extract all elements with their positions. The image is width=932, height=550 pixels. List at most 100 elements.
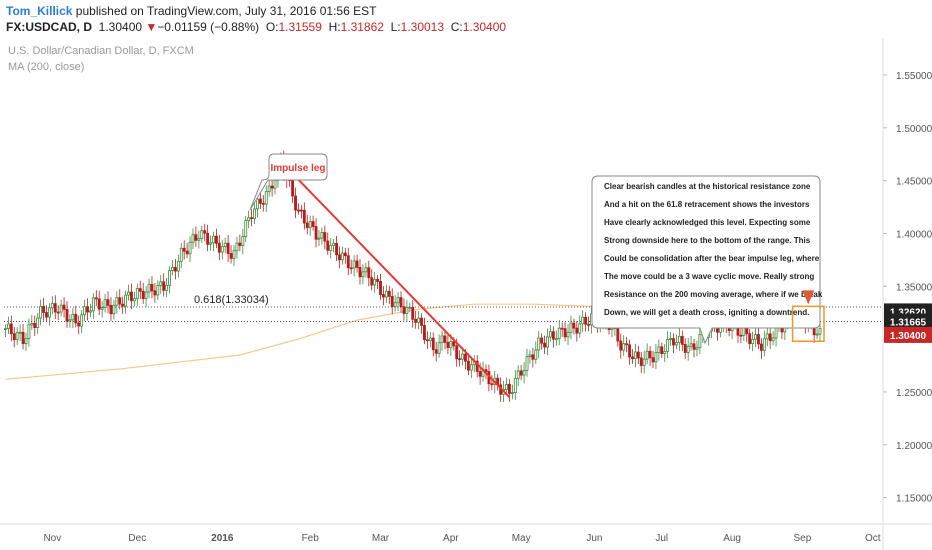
candle-body xyxy=(754,334,757,340)
candle-body xyxy=(358,266,362,278)
candle-body xyxy=(759,343,763,351)
candle-body xyxy=(112,304,116,315)
candle-body xyxy=(513,377,517,393)
candle-body xyxy=(464,353,467,362)
candle-body xyxy=(631,356,634,360)
candle-body xyxy=(663,351,667,354)
candle-body xyxy=(94,297,98,300)
candle-body xyxy=(47,307,51,318)
candle-body xyxy=(408,306,412,309)
last-price: 1.30400 xyxy=(98,20,143,34)
candle-body xyxy=(80,314,84,327)
candle-body xyxy=(757,334,760,345)
price-axis-badge xyxy=(884,326,932,343)
analysis-text-line: Could be consolidation after the bear im… xyxy=(604,254,820,263)
candle-body xyxy=(212,235,215,244)
legend-indicator[interactable]: MA (200, close) xyxy=(8,61,85,73)
candle-body xyxy=(62,304,66,310)
candle-body xyxy=(135,288,139,300)
candle-body xyxy=(53,303,57,313)
candle-body xyxy=(622,343,626,351)
x-tick-label: Dec xyxy=(128,533,146,544)
y-tick-label: 1.40000 xyxy=(896,229,932,240)
candle-body xyxy=(305,222,309,228)
candle-body xyxy=(569,322,573,333)
publish-text: published on TradingView.com, July 31, 2… xyxy=(72,4,377,18)
candle-body xyxy=(194,234,198,241)
candle-body xyxy=(768,333,772,342)
candle-body xyxy=(273,179,277,189)
candle-body xyxy=(256,198,259,210)
candle-body xyxy=(6,323,10,329)
candle-body xyxy=(633,351,637,360)
y-tick-label: 1.20000 xyxy=(896,441,932,452)
candle-body xyxy=(461,353,464,360)
candle-body xyxy=(683,343,687,353)
candle-body xyxy=(18,331,22,334)
candle-body xyxy=(771,337,775,342)
candle-body xyxy=(818,328,822,335)
candle-body xyxy=(294,195,297,211)
candle-body xyxy=(103,299,107,308)
candle-body xyxy=(560,327,564,330)
candle-body xyxy=(68,319,72,322)
candle-body xyxy=(220,246,224,253)
y-tick-label: 1.55000 xyxy=(896,71,932,82)
candle-body xyxy=(628,344,631,358)
candle-body xyxy=(751,338,755,344)
candle-body xyxy=(672,338,675,346)
candle-body xyxy=(636,351,640,359)
author-link[interactable]: Tom_Killick xyxy=(6,4,73,18)
x-tick-label: Jun xyxy=(586,533,602,544)
high-value: 1.31862 xyxy=(340,20,384,34)
candle-body xyxy=(531,354,535,360)
candle-body xyxy=(217,242,221,253)
candle-body xyxy=(431,337,435,351)
down-arrow-icon xyxy=(802,290,815,305)
candle-body xyxy=(554,338,558,340)
candle-body xyxy=(150,283,154,292)
candle-body xyxy=(466,360,470,371)
candle-body xyxy=(748,333,752,344)
candle-body xyxy=(235,242,239,252)
candle-body xyxy=(373,278,377,286)
candle-body xyxy=(171,267,174,271)
candle-body xyxy=(379,281,382,295)
analysis-text-line: The move could be a 3 wave cyclic move. … xyxy=(604,272,814,281)
candle-body xyxy=(109,304,113,315)
candle-body xyxy=(349,267,353,270)
candle-body xyxy=(33,322,37,328)
down-arrow-icon: ▼ xyxy=(145,20,158,34)
header: Tom_Killick published on TradingView.com… xyxy=(0,0,932,38)
candle-body xyxy=(393,302,397,307)
candle-body xyxy=(642,358,646,366)
candle-body xyxy=(370,277,374,286)
candle-body xyxy=(144,291,148,300)
low-value: 1.30013 xyxy=(400,20,445,34)
candle-body xyxy=(12,333,16,341)
candle-body xyxy=(399,297,403,308)
candle-body xyxy=(141,290,145,300)
candle-body xyxy=(581,316,585,325)
candle-body xyxy=(308,221,312,228)
candle-body xyxy=(247,217,251,221)
candle-body xyxy=(458,358,462,361)
candle-body xyxy=(625,343,629,346)
candle-body xyxy=(657,346,661,353)
y-tick-label: 1.45000 xyxy=(896,177,932,188)
symbol-label[interactable]: FX:USDCAD, D xyxy=(6,20,92,34)
candle-body xyxy=(130,291,133,302)
candle-body xyxy=(742,327,746,336)
candle-body xyxy=(519,370,523,376)
price-chart[interactable]: 1.550001.500001.450001.400001.350001.300… xyxy=(0,38,932,550)
x-tick-label: Aug xyxy=(723,533,741,544)
candle-body xyxy=(86,306,89,313)
candle-body xyxy=(59,304,63,313)
price-axis-badge-label: 1.31665 xyxy=(890,318,927,329)
candle-body xyxy=(179,247,183,262)
candle-body xyxy=(543,342,547,348)
candle-body xyxy=(162,281,166,291)
candle-body xyxy=(65,308,69,322)
open-label: O: xyxy=(265,20,279,34)
candle-body xyxy=(173,267,177,272)
